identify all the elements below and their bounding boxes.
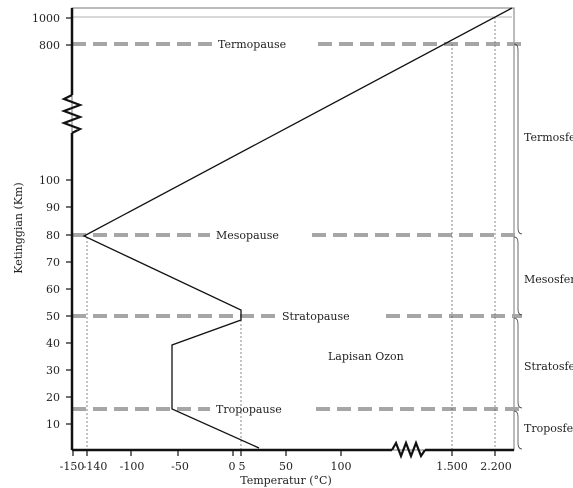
mesosfer-bracket [513, 236, 523, 316]
y-axis-label: Ketinggian (Km) [12, 182, 25, 273]
y-tick-1000: 1000 [32, 12, 60, 25]
x-axis: -150 -140 -100 -50 0 5 50 100 1.500 2.20… [60, 439, 514, 487]
x-tick-100: 100 [331, 460, 352, 473]
stratopause-label: Stratopause [282, 310, 350, 323]
y-tick-10: 10 [46, 418, 60, 431]
x-tick-2200: 2.200 [480, 460, 512, 473]
layer-labels: Termosfer Mesosfer Stratosfer Troposfer [524, 131, 573, 435]
termosfer-bracket [513, 43, 523, 235]
mesopause-label: Mesopause [216, 229, 279, 242]
tropopause-label: Tropopause [216, 403, 282, 416]
termosfer-label: Termosfer [524, 131, 573, 144]
y-axis-ticks [66, 17, 72, 425]
y-tick-100: 100 [39, 174, 60, 187]
x-axis-label: Temperatur (°C) [240, 474, 332, 487]
x-tick-minus140: -140 [83, 460, 108, 473]
termopause-label: Termopause [218, 38, 286, 51]
troposfer-label: Troposfer [524, 422, 573, 435]
y-tick-80: 80 [46, 229, 60, 242]
boundary-lines [72, 42, 522, 411]
plot-frame [71, 7, 515, 451]
troposfer-bracket [513, 410, 523, 450]
mesosfer-label: Mesosfer [524, 273, 573, 286]
x-tick-minus100: -100 [120, 460, 145, 473]
y-tick-40: 40 [46, 337, 60, 350]
y-tick-800: 800 [39, 39, 60, 52]
x-tick-minus50: -50 [171, 460, 189, 473]
y-axis: 1000 800 100 90 80 70 60 50 40 30 20 10 … [12, 8, 84, 450]
boundary-labels: Termopause Mesopause Stratopause Tropopa… [216, 38, 404, 416]
stratosfer-label: Stratosfer [524, 360, 573, 373]
x-tick-5: 5 [239, 460, 246, 473]
y-tick-50: 50 [46, 310, 60, 323]
x-tick-1500: 1.500 [436, 460, 468, 473]
x-tick-minus150: -150 [60, 460, 85, 473]
layer-brackets [513, 43, 523, 450]
y-axis-break-icon [60, 94, 84, 134]
y-tick-90: 90 [46, 201, 60, 214]
y-tick-20: 20 [46, 391, 60, 404]
x-tick-50: 50 [279, 460, 293, 473]
x-axis-break-icon [391, 439, 426, 460]
temperature-profile-line [82, 7, 513, 449]
x-tick-0: 0 [229, 460, 236, 473]
stratosfer-bracket [513, 317, 523, 409]
y-tick-labels: 1000 800 100 90 80 70 60 50 40 30 20 10 [32, 12, 60, 431]
y-tick-60: 60 [46, 283, 60, 296]
x-axis-ticks [72, 450, 496, 456]
y-tick-70: 70 [46, 256, 60, 269]
y-tick-30: 30 [46, 364, 60, 377]
ozone-layer-label: Lapisan Ozon [328, 350, 404, 363]
x-tick-labels: -150 -140 -100 -50 0 5 50 100 1.500 2.20… [60, 460, 512, 473]
guide-lines [86, 17, 496, 450]
